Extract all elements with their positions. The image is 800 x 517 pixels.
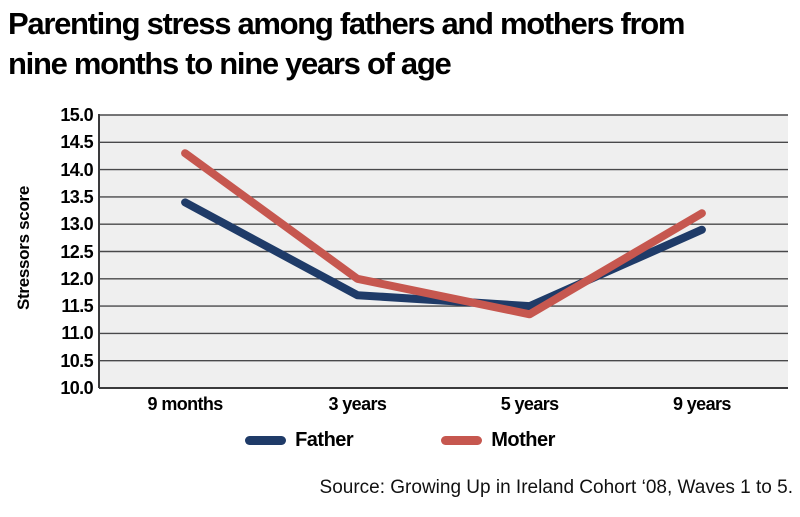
series-line-mother (181, 149, 706, 319)
legend-swatch-father (245, 436, 287, 445)
legend-label-father: Father (295, 429, 354, 451)
legend-swatch-mother (441, 436, 483, 445)
chart-title: Parenting stress among fathers and mothe… (8, 6, 685, 81)
legend-label-mother: Mother (491, 429, 555, 451)
source-text: Source: Growing Up in Ireland Cohort ‘08… (319, 477, 793, 498)
legend-item-father: Father (245, 429, 354, 452)
y-axis-title: Stressors score (14, 185, 33, 311)
legend-item-mother: Mother (441, 429, 555, 452)
legend: Father Mother (0, 429, 800, 452)
